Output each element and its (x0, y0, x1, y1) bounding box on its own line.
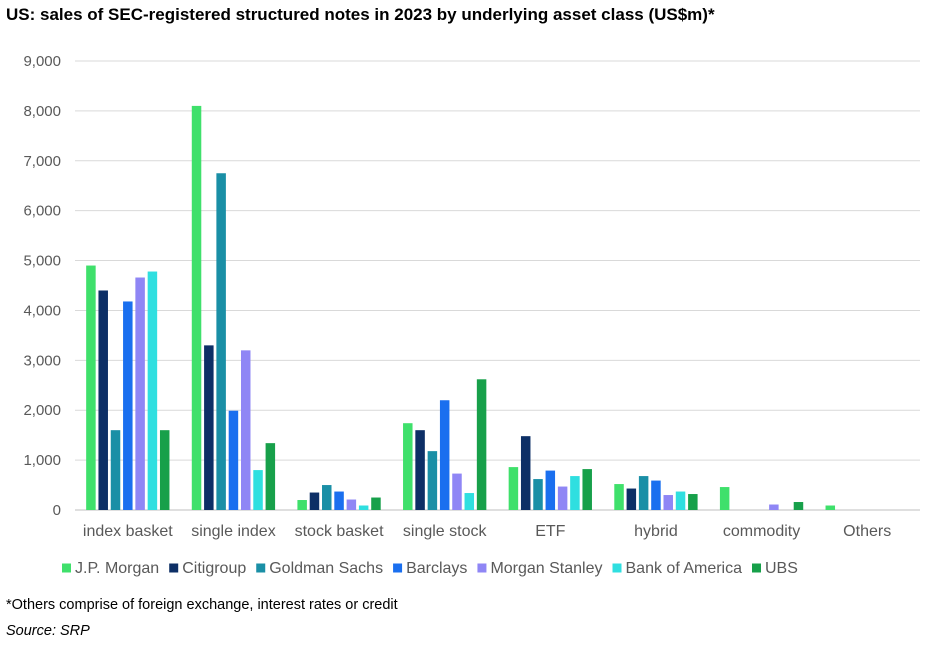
bar (240, 350, 251, 510)
chart-title: US: sales of SEC-registered structured n… (6, 5, 715, 24)
bar (769, 504, 779, 510)
bar (216, 173, 226, 510)
bar (570, 476, 580, 510)
bar (159, 430, 170, 510)
legend-label: Bank of America (626, 560, 743, 577)
bar (253, 470, 263, 510)
bar (358, 505, 369, 510)
bar (297, 500, 307, 510)
y-tick-label: 6,000 (23, 203, 61, 220)
legend-swatch (477, 563, 487, 573)
x-tick-label: hybrid (634, 523, 678, 540)
y-tick-label: 0 (53, 502, 61, 519)
bar (626, 488, 637, 510)
bar (464, 493, 475, 510)
bar (334, 491, 344, 510)
legend-label: Citigroup (182, 560, 246, 577)
gridlines (75, 60, 920, 511)
bar (86, 265, 96, 510)
bar (110, 430, 121, 510)
legend-label: J.P. Morgan (75, 560, 159, 577)
x-tick-label: index basket (83, 523, 173, 540)
bar (147, 271, 158, 510)
legend-swatch (393, 563, 403, 573)
legend-swatch (612, 563, 622, 573)
legend-label: UBS (765, 560, 798, 577)
y-tick-label: 1,000 (23, 452, 61, 469)
x-tick-label: Others (843, 523, 891, 540)
bar (135, 277, 145, 510)
legend-label: Goldman Sachs (269, 560, 383, 577)
bar (439, 400, 450, 510)
bar (508, 467, 519, 510)
bar (719, 487, 730, 510)
bar (309, 492, 320, 510)
bar (582, 469, 592, 510)
bar (476, 379, 487, 510)
bar (545, 470, 556, 510)
x-tick-label: stock basket (295, 523, 384, 540)
legend-label: Morgan Stanley (490, 560, 602, 577)
y-tick-label: 5,000 (23, 253, 61, 270)
bar (452, 473, 462, 510)
legend-label: Barclays (406, 560, 467, 577)
bar (191, 105, 202, 511)
x-tick-label: single index (191, 523, 276, 540)
legend-swatch (752, 563, 761, 573)
bar (614, 484, 624, 510)
bar (688, 494, 698, 510)
bar (675, 491, 686, 510)
bar (371, 497, 381, 510)
bar (123, 301, 133, 510)
source-note: Source: SRP (6, 623, 90, 639)
bar (825, 505, 836, 510)
bar (793, 502, 804, 510)
y-tick-label: 9,000 (23, 53, 61, 70)
legend-swatch (62, 563, 71, 573)
x-tick-label: commodity (723, 523, 800, 540)
bar (520, 436, 531, 510)
bar (403, 423, 413, 510)
x-tick-label: ETF (535, 523, 565, 540)
y-tick-label: 2,000 (23, 402, 61, 419)
bar (415, 430, 425, 510)
bar (346, 499, 357, 510)
y-tick-label: 3,000 (23, 352, 61, 369)
y-tick-label: 8,000 (23, 103, 61, 120)
bar (663, 495, 673, 510)
legend-swatch (256, 563, 266, 573)
bar (638, 476, 649, 510)
bar (651, 480, 661, 510)
bar (98, 290, 108, 510)
footnote: *Others comprise of foreign exchange, in… (6, 597, 398, 613)
bar (265, 443, 276, 510)
y-tick-label: 7,000 (23, 153, 61, 170)
bar (228, 410, 239, 510)
x-tick-label: single stock (403, 523, 488, 540)
bars (86, 105, 836, 511)
bar (533, 479, 543, 510)
y-axis-tick-labels: 0 1,000 2,000 3,000 4,000 5,000 6,000 7,000 8,00… (23, 53, 61, 519)
legend: J.P. Morgan Citigroup Goldman Sachs Barclay… (62, 560, 798, 577)
y-tick-label: 4,000 (23, 302, 61, 319)
x-axis-tick-labels: index basket single index stock basket sing… (83, 523, 891, 540)
bar-chart: 0 1,000 2,000 3,000 4,000 5,000 6,000 7,000 8,00… (23, 53, 920, 577)
bar (204, 345, 214, 510)
bar (427, 451, 438, 510)
legend-swatch (169, 563, 179, 573)
bar (322, 485, 332, 510)
bar (557, 486, 568, 510)
